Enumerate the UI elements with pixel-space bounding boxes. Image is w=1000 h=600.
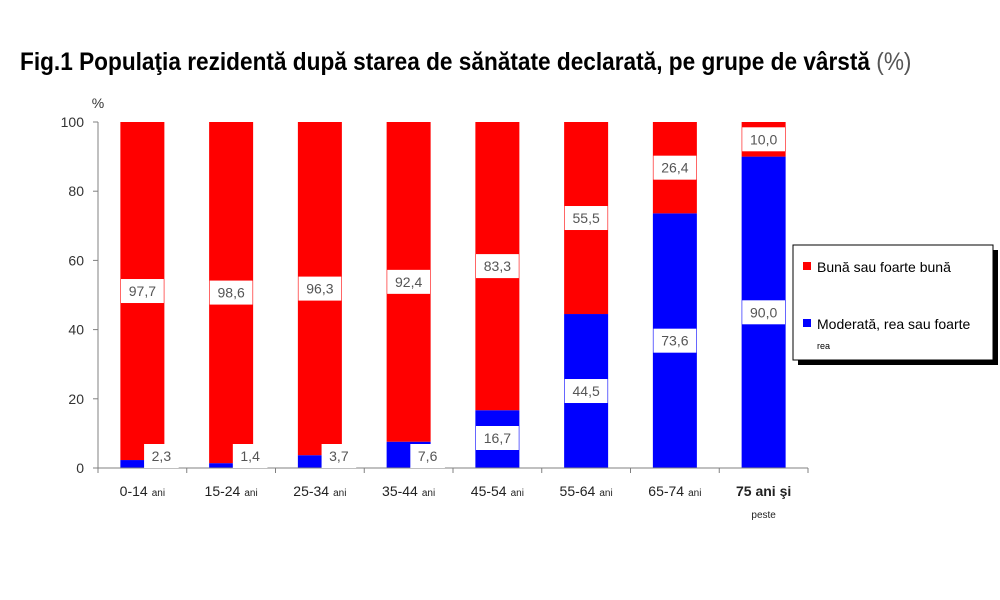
chart-title-unit: (%) bbox=[876, 48, 912, 76]
data-label-buna-box bbox=[564, 206, 608, 231]
data-label-moderata-rea: 73,6 bbox=[661, 333, 688, 349]
x-tick-label-main: 35-44 bbox=[382, 483, 418, 499]
x-tick-label: 65-74 ani bbox=[648, 483, 701, 499]
data-label-moderata-rea-box bbox=[564, 379, 608, 404]
data-label-buna: 92,4 bbox=[395, 274, 422, 290]
data-label-buna-box bbox=[387, 269, 431, 294]
x-tick-label-suffix: ani bbox=[599, 488, 612, 499]
data-label-moderata-rea-box bbox=[232, 444, 268, 468]
legend-swatch-moderata-rea bbox=[803, 319, 811, 327]
data-label-buna: 96,3 bbox=[306, 281, 333, 297]
data-label-moderata-rea: 7,6 bbox=[418, 448, 438, 464]
data-label-buna-box bbox=[475, 254, 519, 279]
y-tick-label: 60 bbox=[68, 252, 84, 268]
x-tick-label-main: 15-24 bbox=[205, 483, 241, 499]
x-tick-label: 15-24 ani bbox=[205, 483, 258, 499]
bar-moderata-rea bbox=[209, 463, 254, 468]
x-tick-label: 55-64 ani bbox=[560, 483, 613, 499]
data-label-buna: 98,6 bbox=[218, 285, 245, 301]
data-label-buna: 10,0 bbox=[750, 131, 777, 147]
data-label-moderata-rea: 2,3 bbox=[152, 448, 172, 464]
x-tick-label-sub: peste bbox=[751, 510, 776, 521]
data-label-buna: 97,7 bbox=[129, 283, 156, 299]
data-label-moderata-rea-box bbox=[410, 444, 445, 468]
x-tick-label-main: 55-64 bbox=[560, 483, 596, 499]
y-tick-label: 40 bbox=[68, 322, 84, 338]
x-tick-label: 35-44 ani bbox=[382, 483, 435, 499]
data-label-buna: 26,4 bbox=[661, 160, 688, 176]
chart-title: Fig.1 Populaţia rezidentă după starea de… bbox=[20, 48, 911, 77]
data-label-moderata-rea: 1,4 bbox=[240, 448, 260, 464]
y-tick-label: 0 bbox=[76, 460, 84, 476]
data-label-buna-box bbox=[653, 155, 697, 180]
x-tick-label: 45-54 ani bbox=[471, 483, 524, 499]
x-tick-label-main: 45-54 bbox=[471, 483, 507, 499]
legend-label-buna: Bună sau foarte bună bbox=[817, 259, 951, 275]
y-tick-label: 20 bbox=[68, 391, 84, 407]
x-tick-label: 25-34 ani bbox=[293, 483, 346, 499]
data-label-buna-box bbox=[120, 279, 164, 304]
x-tick-label-suffix: ani bbox=[152, 488, 165, 499]
x-tick-label-suffix: ani bbox=[422, 488, 435, 499]
data-label-moderata-rea-box bbox=[475, 426, 519, 450]
data-label-moderata-rea: 16,7 bbox=[484, 430, 511, 446]
data-label-moderata-rea: 44,5 bbox=[573, 383, 600, 399]
data-label-moderata-rea-box bbox=[144, 444, 179, 468]
x-tick-label-main: 75 ani şi bbox=[736, 483, 791, 499]
x-tick-label-main: 25-34 bbox=[293, 483, 329, 499]
data-label-buna: 83,3 bbox=[484, 258, 511, 274]
data-label-buna-box bbox=[298, 276, 342, 301]
bar-moderata-rea bbox=[120, 460, 165, 468]
y-axis-label: % bbox=[92, 95, 104, 111]
legend-label-moderata-rea-line2: rea bbox=[817, 341, 830, 351]
chart-title-text: Fig.1 Populaţia rezidentă după starea de… bbox=[20, 48, 870, 76]
x-tick-label-suffix: ani bbox=[511, 488, 524, 499]
x-tick-label: 0-14 ani bbox=[120, 483, 165, 499]
data-label-buna-box bbox=[209, 280, 253, 305]
y-tick-label: 100 bbox=[61, 114, 85, 130]
x-tick-label: 75 ani şi bbox=[736, 483, 791, 499]
legend-swatch-buna bbox=[803, 262, 811, 270]
data-label-moderata-rea: 90,0 bbox=[750, 304, 777, 320]
x-tick-label-main: 0-14 bbox=[120, 483, 148, 499]
data-label-moderata-rea-box bbox=[653, 328, 697, 353]
x-tick-label-main: 65-74 bbox=[648, 483, 684, 499]
legend-label-moderata-rea: Moderată, rea sau foarte bbox=[817, 316, 971, 332]
x-tick-label-suffix: ani bbox=[244, 488, 257, 499]
data-label-moderata-rea-box bbox=[742, 300, 786, 325]
x-tick-label-suffix: ani bbox=[333, 488, 346, 499]
data-label-buna: 55,5 bbox=[573, 210, 600, 226]
y-tick-label: 80 bbox=[68, 183, 84, 199]
data-label-moderata-rea-box bbox=[321, 444, 357, 468]
legend bbox=[792, 244, 994, 361]
data-label-buna-box bbox=[742, 127, 786, 152]
x-tick-label-suffix: ani bbox=[688, 488, 701, 499]
data-label-moderata-rea: 3,7 bbox=[329, 448, 349, 464]
